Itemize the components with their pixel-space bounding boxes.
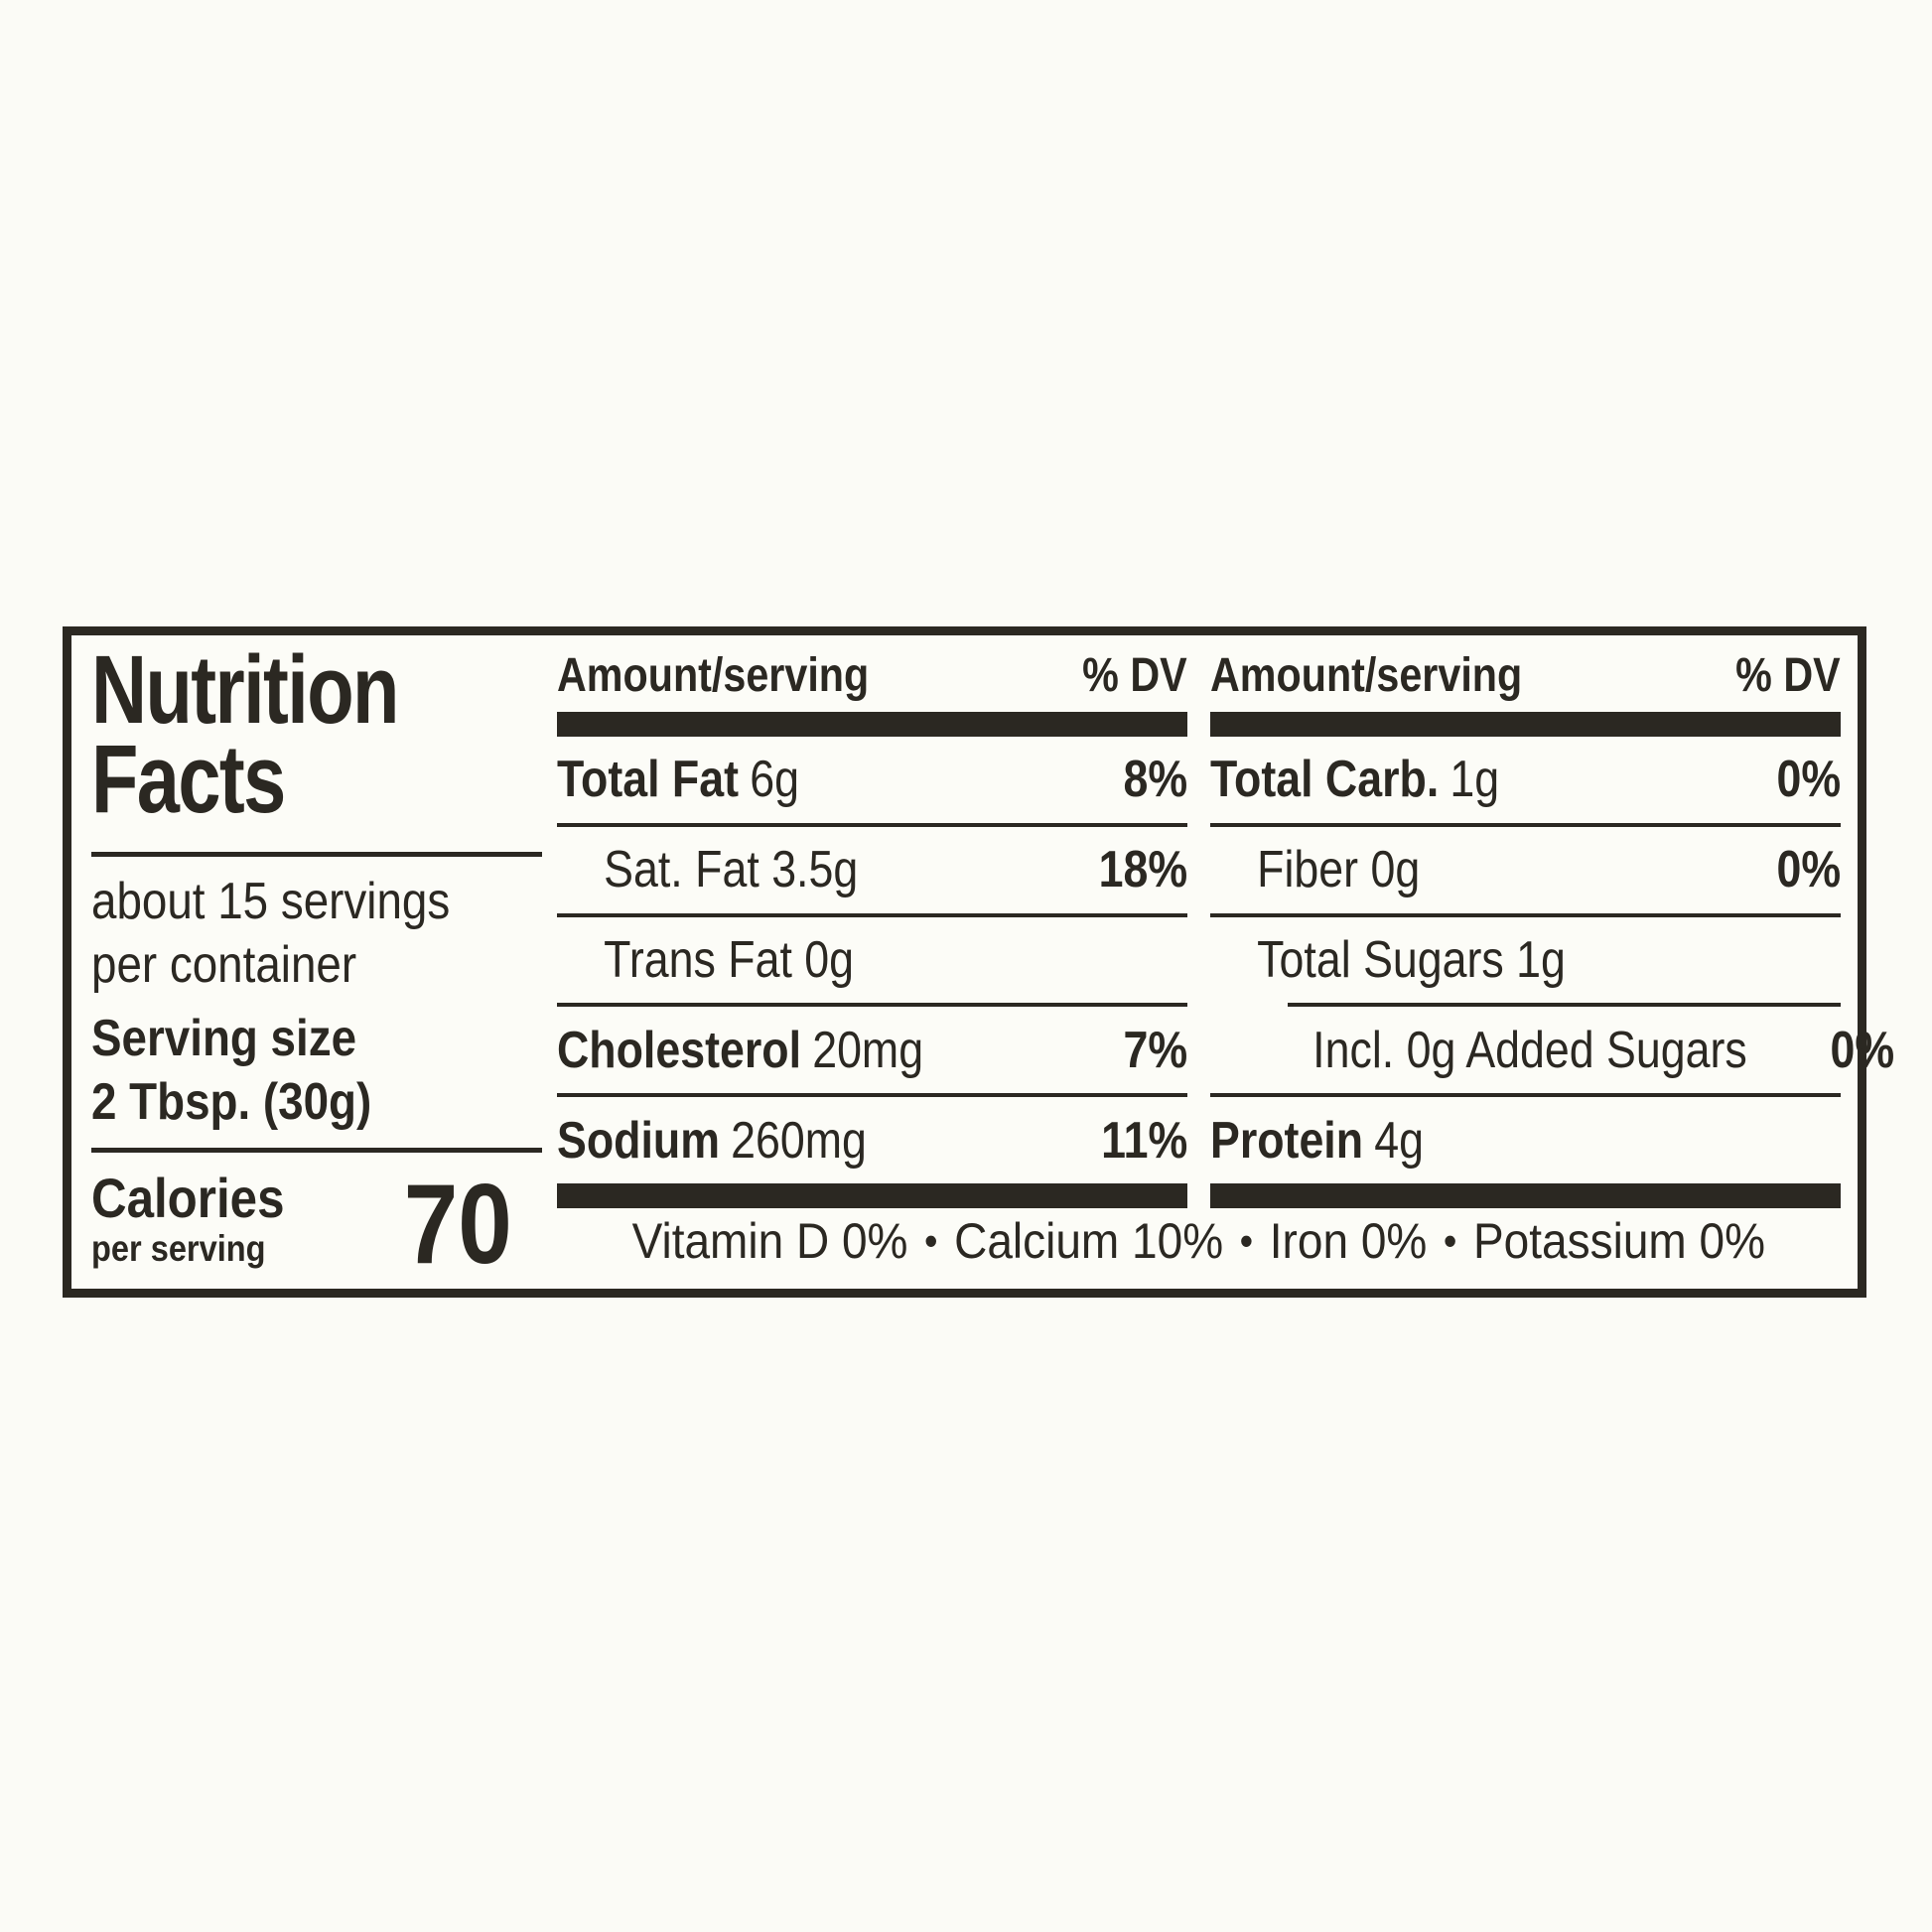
amount-serving-header: Amount/serving [1210, 649, 1523, 702]
nutrient-dv: 0% [1776, 751, 1841, 809]
servings-line1: about 15 servings [91, 873, 451, 930]
nutrient-amount: 260mg [731, 1111, 867, 1170]
nutrient-row-protein: Protein 4g [1210, 1097, 1841, 1183]
bullet-separator: • [1444, 1216, 1457, 1264]
micronutrients-line: Vitamin D 0% • Calcium 10% • Iron 0% • P… [632, 1212, 1765, 1270]
nutrient-amount: Total Sugars 1g [1257, 930, 1566, 989]
row-divider [1210, 822, 1841, 827]
nutrient-amount: 20mg [812, 1021, 924, 1079]
nutrient-row-cholesterol: Cholesterol 20mg 7% [557, 1007, 1187, 1093]
nutrient-name: Protein [1210, 1111, 1364, 1170]
label-left-pane: Nutrition Facts about 15 servings per co… [91, 635, 542, 1288]
nutrient-dv: 8% [1123, 751, 1187, 809]
nutrient-name: Total Fat [557, 751, 740, 809]
potassium-value: Potassium 0% [1473, 1212, 1766, 1269]
label-main-pane: Amount/serving % DV Total Fat 6g 8% Sat. … [557, 641, 1894, 1273]
nutrient-dv: 11% [1100, 1111, 1187, 1170]
row-divider [1210, 1093, 1841, 1098]
label-title-line1: Nutrition [91, 635, 399, 744]
nutrient-dv: 18% [1098, 841, 1187, 899]
column1-rows: Total Fat 6g 8% Sat. Fat 3.5g 18% Trans F… [557, 737, 1187, 1183]
nutrient-amount: Sat. Fat 3.5g [604, 841, 859, 899]
label-title-line2: Facts [91, 725, 286, 833]
nutrient-row-added-sugars: Incl. 0g Added Sugars 0% [1210, 1007, 1894, 1093]
nutrient-name: Sodium [557, 1111, 720, 1170]
nutrient-dv: 0% [1776, 841, 1841, 899]
row-divider [557, 1003, 1187, 1008]
servings-per-container: about 15 servings per container [91, 870, 488, 997]
thick-bar-top [1210, 712, 1841, 737]
nutrient-amount: 1g [1449, 751, 1500, 809]
calories-words: Calories per serving [91, 1167, 285, 1273]
calories-sublabel: per serving [91, 1228, 266, 1269]
nutrient-amount: Fiber 0g [1257, 841, 1421, 899]
amount-serving-header: Amount/serving [557, 649, 870, 702]
left-divider-bottom [91, 1148, 542, 1153]
calcium-value: Calcium 10% [954, 1212, 1224, 1269]
thick-bar-bottom [1210, 1183, 1841, 1208]
dv-header: % DV [1082, 649, 1187, 702]
nutrient-row-sodium: Sodium 260mg 11% [557, 1097, 1187, 1183]
row-divider-indented [1288, 1003, 1841, 1008]
nutrition-facts-label: Nutrition Facts about 15 servings per co… [63, 626, 1894, 1298]
bullet-separator: • [1239, 1216, 1254, 1264]
column2-rows: Total Carb. 1g 0% Fiber 0g 0% Total Sugar… [1210, 737, 1894, 1183]
nutrient-row-total-sugars: Total Sugars 1g [1210, 917, 1841, 1004]
nutrient-amount: 4g [1374, 1111, 1424, 1170]
dv-header: % DV [1735, 649, 1841, 702]
calories-value: 70 [403, 1162, 512, 1288]
nutrient-amount: Trans Fat 0g [604, 930, 855, 989]
nutrient-amount: 6g [750, 751, 799, 809]
label-title: Nutrition Facts [91, 635, 452, 833]
nutrient-name: Total Carb. [1210, 751, 1440, 809]
nutrient-row-sat-fat: Sat. Fat 3.5g 18% [557, 827, 1187, 913]
calories-label: Calories [91, 1167, 285, 1229]
nutrient-row-trans-fat: Trans Fat 0g [557, 917, 1187, 1004]
nutrient-name: Cholesterol [557, 1021, 802, 1079]
row-divider [557, 822, 1187, 827]
thick-bar-top [557, 712, 1187, 737]
bullet-separator: • [924, 1216, 938, 1264]
vitamin-d-value: Vitamin D 0% [631, 1212, 908, 1269]
nutrient-dv: 0% [1830, 1021, 1894, 1079]
nutrient-dv: 7% [1123, 1021, 1187, 1079]
serving-size: Serving size 2 Tbsp. (30g) [91, 1007, 488, 1134]
micronutrients-footer: Vitamin D 0% • Calcium 10% • Iron 0% • P… [557, 1208, 1841, 1273]
nutrient-row-total-fat: Total Fat 6g 8% [557, 737, 1187, 823]
nutrient-row-fiber: Fiber 0g 0% [1210, 827, 1841, 913]
nutrient-amount: Incl. 0g Added Sugars [1312, 1021, 1747, 1079]
calories-block: Calories per serving 70 [91, 1162, 542, 1288]
servings-line2: per container [91, 936, 357, 994]
nutrient-column-2: Amount/serving % DV Total Carb. 1g 0% Fib… [1210, 641, 1894, 1208]
nutrient-column-1: Amount/serving % DV Total Fat 6g 8% Sat. … [557, 641, 1187, 1208]
serving-size-value: 2 Tbsp. (30g) [91, 1073, 372, 1131]
serving-size-label: Serving size [91, 1010, 357, 1067]
thick-bar-bottom [557, 1183, 1187, 1208]
nutrient-columns: Amount/serving % DV Total Fat 6g 8% Sat. … [557, 641, 1894, 1208]
row-divider [557, 1093, 1187, 1098]
left-divider-top [91, 852, 542, 857]
row-divider [1210, 912, 1841, 917]
nutrient-row-total-carb: Total Carb. 1g 0% [1210, 737, 1841, 823]
iron-value: Iron 0% [1269, 1212, 1428, 1269]
row-divider [557, 912, 1187, 917]
column2-header: Amount/serving % DV [1210, 641, 1841, 712]
column1-header: Amount/serving % DV [557, 641, 1187, 712]
